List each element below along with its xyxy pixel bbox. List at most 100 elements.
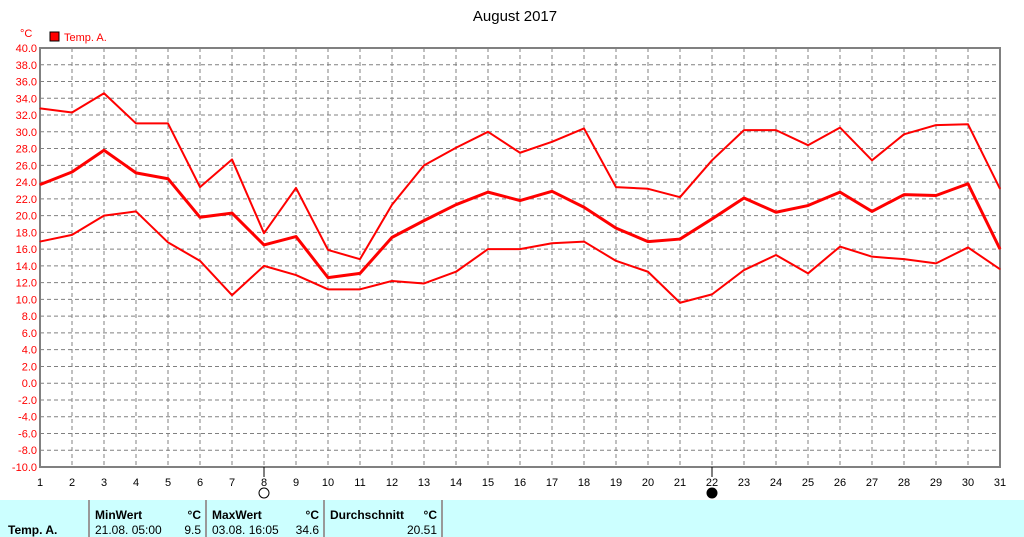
- legend-swatch: [49, 31, 60, 42]
- data-point-max: [391, 204, 393, 206]
- x-tick-label: 22: [706, 477, 718, 489]
- data-point-max: [647, 188, 649, 190]
- min-unit: °C: [187, 508, 201, 522]
- avg-header: Durchschnitt: [330, 508, 405, 522]
- max-datetime: 03.08. 16:05: [212, 523, 279, 537]
- y-tick-label: 30.0: [16, 127, 37, 139]
- x-tick-label: 20: [642, 477, 654, 489]
- data-point-min: [359, 288, 361, 290]
- y-tick-label: -4.0: [18, 412, 37, 424]
- max-cell: MaxWert °C 03.08. 16:05 34.6: [205, 500, 323, 537]
- data-point-max: [39, 107, 41, 109]
- y-tick-label: 24.0: [16, 177, 37, 189]
- data-point-max: [295, 187, 297, 189]
- data-point-min: [487, 248, 489, 250]
- data-point-avg: [743, 197, 745, 199]
- y-tick-label: 28.0: [16, 144, 37, 156]
- y-tick-label: 18.0: [16, 227, 37, 239]
- data-point-min: [775, 254, 777, 256]
- data-point-avg: [455, 204, 457, 206]
- x-tick-label: 25: [802, 477, 814, 489]
- data-point-max: [807, 144, 809, 146]
- data-point-min: [167, 241, 169, 243]
- data-point-avg: [295, 236, 297, 238]
- data-point-min: [519, 248, 521, 250]
- y-tick-label: 36.0: [16, 77, 37, 89]
- temperature-chart: August 2017 °C Temp. A. 40.038.036.034.0…: [12, 8, 1006, 499]
- y-tick-label: 0.0: [22, 378, 37, 390]
- data-point-avg: [903, 194, 905, 196]
- x-tick-label: 4: [133, 477, 139, 489]
- data-point-max: [487, 131, 489, 133]
- data-point-avg: [359, 272, 361, 274]
- data-point-min: [807, 272, 809, 274]
- x-tick-label: 31: [994, 477, 1006, 489]
- plot-frame: [39, 47, 1001, 468]
- data-point-max: [903, 133, 905, 135]
- data-point-max: [935, 124, 937, 126]
- data-point-max: [263, 232, 265, 234]
- data-point-max: [327, 249, 329, 251]
- min-datetime: 21.08. 05:00: [95, 523, 162, 537]
- avg-unit: °C: [423, 508, 437, 522]
- data-point-avg: [583, 206, 585, 208]
- data-point-min: [295, 274, 297, 276]
- legend-label: Temp. A.: [64, 32, 107, 44]
- data-point-avg: [935, 194, 937, 196]
- data-point-avg: [39, 184, 41, 186]
- summary-panel: Temp. A. MinWert °C 21.08. 05:00 9.5 Max…: [0, 500, 1024, 537]
- data-point-min: [583, 241, 585, 243]
- data-point-max: [743, 129, 745, 131]
- data-point-min: [999, 268, 1001, 270]
- min-value: 9.5: [184, 523, 201, 537]
- data-point-avg: [839, 191, 841, 193]
- x-tick-label: 29: [930, 477, 942, 489]
- data-point-min: [263, 265, 265, 267]
- new-moon-icon: [706, 487, 718, 499]
- data-point-max: [967, 123, 969, 125]
- y-tick-label: 38.0: [16, 60, 37, 72]
- data-point-min: [679, 302, 681, 304]
- x-tick-label: 11: [354, 477, 365, 489]
- data-point-avg: [615, 227, 617, 229]
- summary-row-label: Temp. A.: [8, 523, 58, 537]
- chart-title: August 2017: [473, 8, 557, 25]
- data-point-min: [199, 260, 201, 262]
- data-point-avg: [807, 205, 809, 207]
- x-tick-label: 1: [37, 477, 43, 489]
- x-tick-label: 12: [386, 477, 398, 489]
- x-tick-label: 3: [101, 477, 107, 489]
- data-point-max: [359, 258, 361, 260]
- x-tick-label: 6: [197, 477, 203, 489]
- data-point-avg: [999, 248, 1001, 250]
- y-tick-label: 14.0: [16, 261, 37, 273]
- data-point-min: [711, 293, 713, 295]
- data-point-max: [455, 147, 457, 149]
- data-point-avg: [391, 236, 393, 238]
- x-tick-label: 5: [165, 477, 171, 489]
- data-point-min: [71, 234, 73, 236]
- data-point-max: [135, 122, 137, 124]
- data-point-min: [743, 269, 745, 271]
- data-point-avg: [487, 191, 489, 193]
- x-tick-label: 14: [450, 477, 462, 489]
- data-point-max: [423, 164, 425, 166]
- y-tick-label: 34.0: [16, 93, 37, 105]
- data-point-avg: [967, 183, 969, 185]
- data-point-max: [583, 127, 585, 129]
- avg-value: 20.51: [406, 523, 437, 537]
- y-tick-label: 20.0: [16, 211, 37, 223]
- y-tick-label: 32.0: [16, 110, 37, 122]
- x-tick-label: 27: [866, 477, 878, 489]
- x-tick-label: 15: [482, 477, 494, 489]
- data-point-avg: [711, 218, 713, 220]
- max-value: 34.6: [295, 523, 319, 537]
- data-point-avg: [231, 212, 233, 214]
- data-point-min: [903, 258, 905, 260]
- y-tick-label: 16.0: [16, 244, 37, 256]
- x-tick-label: 7: [229, 477, 235, 489]
- x-tick-label: 13: [418, 477, 430, 489]
- y-tick-label: 8.0: [22, 311, 37, 323]
- data-point-min: [455, 271, 457, 273]
- data-point-max: [71, 112, 73, 114]
